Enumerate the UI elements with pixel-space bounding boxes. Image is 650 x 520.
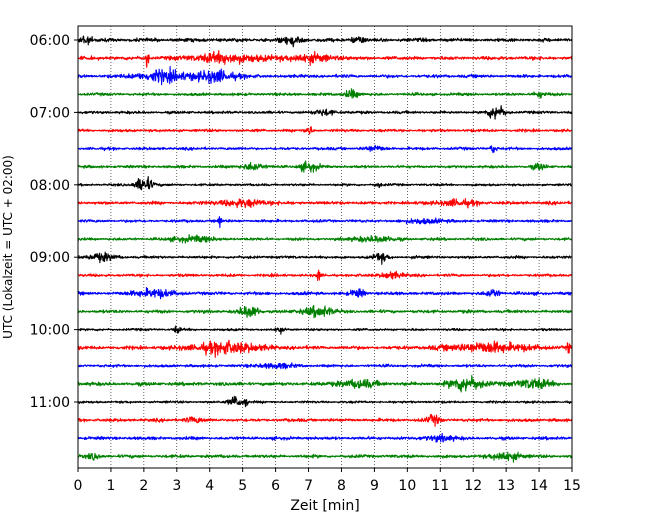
x-tick-label-5: 5 xyxy=(238,478,247,494)
traces-layer xyxy=(77,35,573,463)
trace-0715 xyxy=(77,126,573,135)
trace-0600 xyxy=(77,35,573,48)
trace-0830 xyxy=(77,216,573,229)
trace-1145 xyxy=(77,451,573,463)
trace-0800 xyxy=(77,176,573,191)
trace-1100 xyxy=(77,395,573,408)
x-tick-label-14: 14 xyxy=(530,478,548,494)
trace-0815 xyxy=(77,197,573,209)
trace-0630 xyxy=(77,65,573,86)
x-tick-label-8: 8 xyxy=(337,478,346,494)
trace-1130 xyxy=(77,432,573,443)
x-axis-label: Zeit [min] xyxy=(290,498,359,514)
trace-0615 xyxy=(77,50,573,68)
trace-0930 xyxy=(77,287,573,300)
y-tick-label-06:00: 06:00 xyxy=(30,33,70,49)
x-tick-label-3: 3 xyxy=(172,478,181,494)
x-axis: 0 1 2 3 4 5 6 7 8 9 10 11 12 13 14 15 xyxy=(74,468,581,494)
trace-1045 xyxy=(77,374,573,393)
y-tick-label-10:00: 10:00 xyxy=(30,323,70,339)
trace-0645 xyxy=(77,88,573,99)
trace-0845 xyxy=(77,234,573,244)
trace-0745 xyxy=(77,160,573,173)
trace-1030 xyxy=(77,362,573,370)
x-tick-label-7: 7 xyxy=(304,478,313,494)
plot-frame xyxy=(77,25,573,469)
trace-1000 xyxy=(77,325,573,335)
y-tick-label-08:00: 08:00 xyxy=(30,178,70,194)
x-tick-label-15: 15 xyxy=(563,478,581,494)
y-tick-label-11:00: 11:00 xyxy=(30,395,70,411)
x-tick-label-1: 1 xyxy=(106,478,115,494)
y-tick-label-09:00: 09:00 xyxy=(30,250,70,266)
trace-0945 xyxy=(77,304,573,319)
x-tick-label-11: 11 xyxy=(431,478,449,494)
x-tick-label-6: 6 xyxy=(271,478,280,494)
x-tick-label-0: 0 xyxy=(74,478,83,494)
x-tick-label-13: 13 xyxy=(497,478,515,494)
y-axis-label: UTC (Lokalzeit = UTC + 02:00) xyxy=(1,155,15,339)
trace-0915 xyxy=(77,269,573,282)
x-tick-label-4: 4 xyxy=(205,478,214,494)
x-tick-label-9: 9 xyxy=(370,478,379,494)
x-tick-label-12: 12 xyxy=(464,478,482,494)
trace-0730 xyxy=(77,144,573,154)
y-axis: 06:00 07:00 08:00 09:00 10:00 11:00 xyxy=(30,33,78,411)
x-tick-label-2: 2 xyxy=(139,478,148,494)
trace-0700 xyxy=(77,105,573,120)
trace-1015 xyxy=(77,339,573,358)
trace-1115 xyxy=(77,414,573,427)
x-tick-label-10: 10 xyxy=(398,478,416,494)
trace-0900 xyxy=(77,251,573,265)
y-tick-label-07:00: 07:00 xyxy=(30,105,70,121)
